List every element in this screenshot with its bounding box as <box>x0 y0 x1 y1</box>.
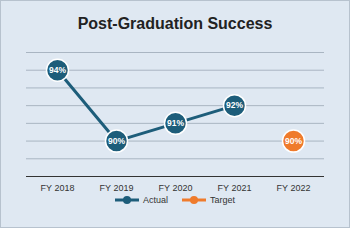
html-text:Target: Target <box>210 195 235 205</box>
svg-text:94%: 94% <box>49 65 66 75</box>
html-text:Actual: Actual <box>143 195 168 205</box>
svg-text:FY 2022: FY 2022 <box>277 183 311 193</box>
svg-text:92%: 92% <box>226 100 243 110</box>
svg-text:91%: 91% <box>167 118 184 128</box>
svg-text:FY 2020: FY 2020 <box>159 183 193 193</box>
svg-text:FY 2019: FY 2019 <box>100 183 134 193</box>
html-text:Post-Graduation Success: Post-Graduation Success <box>77 15 273 32</box>
svg-text:90%: 90% <box>108 136 125 146</box>
svg-text:FY 2018: FY 2018 <box>41 183 75 193</box>
svg-text:FY 2021: FY 2021 <box>218 183 252 193</box>
svg-text:90%: 90% <box>285 136 302 146</box>
